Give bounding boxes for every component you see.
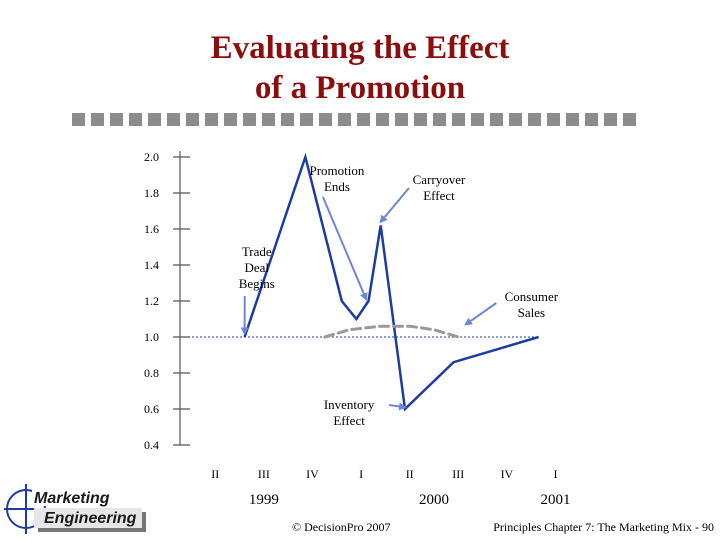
divider-square	[186, 113, 199, 126]
divider-square	[623, 113, 636, 126]
divider-square	[528, 113, 541, 126]
divider-square	[110, 113, 123, 126]
carryover-arrow	[379, 187, 410, 224]
logo-marketing-text: Marketing	[34, 490, 110, 507]
title-line-2: of a Promotion	[254, 70, 466, 106]
x-quarter-label: I	[359, 467, 363, 481]
logo-engineering-text: Engineering	[44, 510, 137, 527]
copyright-notice: © DecisionPro 2007	[292, 520, 391, 534]
y-tick-label: 1.2	[144, 294, 159, 308]
divider-square	[281, 113, 294, 126]
x-quarter-label: III	[258, 467, 270, 481]
divider-square	[72, 113, 85, 126]
divider-square	[148, 113, 161, 126]
consumer-sales-label: Sales	[518, 305, 545, 320]
promotion-ends-label: Promotion	[309, 163, 364, 178]
slide-title: Evaluating the Effect of a Promotion	[0, 28, 720, 108]
y-tick-label: 1.0	[144, 330, 159, 344]
slide-footer: Principles Chapter 7: The Marketing Mix …	[493, 520, 714, 534]
divider-square	[262, 113, 275, 126]
x-quarter-label: IV	[306, 467, 319, 481]
divider-square	[357, 113, 370, 126]
y-tick-label: 0.8	[144, 366, 159, 380]
divider-square	[471, 113, 484, 126]
decorative-square-divider	[72, 113, 636, 127]
carryover-label: Effect	[423, 188, 455, 203]
divider-square	[167, 113, 180, 126]
divider-square	[433, 113, 446, 126]
consumer-sales-line	[243, 152, 539, 412]
divider-square	[395, 113, 408, 126]
consumer-sales-arrow	[464, 302, 497, 326]
x-year-label: 2001	[541, 492, 571, 508]
divider-square	[376, 113, 389, 126]
inventory-arrow	[388, 402, 407, 411]
divider-square	[585, 113, 598, 126]
marketing-engineering-logo: Marketing Engineering	[4, 478, 154, 536]
x-quarter-label: IV	[501, 467, 514, 481]
divider-square	[338, 113, 351, 126]
carryover-label: Carryover	[413, 172, 466, 187]
y-tick-label: 2.0	[144, 150, 159, 164]
divider-square	[452, 113, 465, 126]
divider-square	[547, 113, 560, 126]
divider-square	[319, 113, 332, 126]
divider-square	[91, 113, 104, 126]
y-tick-label: 0.6	[144, 402, 159, 416]
y-tick-label: 1.4	[144, 258, 159, 272]
inventory-label: Inventory	[324, 397, 375, 412]
promotion-ends-arrow	[322, 196, 368, 302]
x-quarter-label: III	[452, 467, 464, 481]
title-line-1: Evaluating the Effect	[210, 30, 510, 66]
trade-deal-label: Deal	[244, 260, 269, 275]
carryover-effect-line	[323, 324, 460, 339]
promotion-ends-label: Ends	[324, 179, 350, 194]
divider-square	[205, 113, 218, 126]
trade-deal-label: Trade	[242, 244, 272, 259]
x-quarter-label: II	[406, 467, 414, 481]
divider-square	[243, 113, 256, 126]
y-tick-label: 0.4	[144, 438, 159, 452]
x-quarter-label: I	[554, 467, 558, 481]
divider-square	[414, 113, 427, 126]
divider-square	[566, 113, 579, 126]
divider-square	[224, 113, 237, 126]
divider-square	[509, 113, 522, 126]
inventory-label: Effect	[333, 413, 365, 428]
y-tick-label: 1.8	[144, 186, 159, 200]
divider-square	[490, 113, 503, 126]
divider-square	[604, 113, 617, 126]
trade-deal-label: Begins	[239, 276, 275, 291]
y-tick-label: 1.6	[144, 222, 159, 236]
x-quarter-label: II	[211, 467, 219, 481]
x-year-label: 2000	[419, 492, 449, 508]
divider-square	[300, 113, 313, 126]
consumer-sales-label: Consumer	[505, 289, 559, 304]
x-year-label: 1999	[249, 492, 279, 508]
divider-square	[129, 113, 142, 126]
